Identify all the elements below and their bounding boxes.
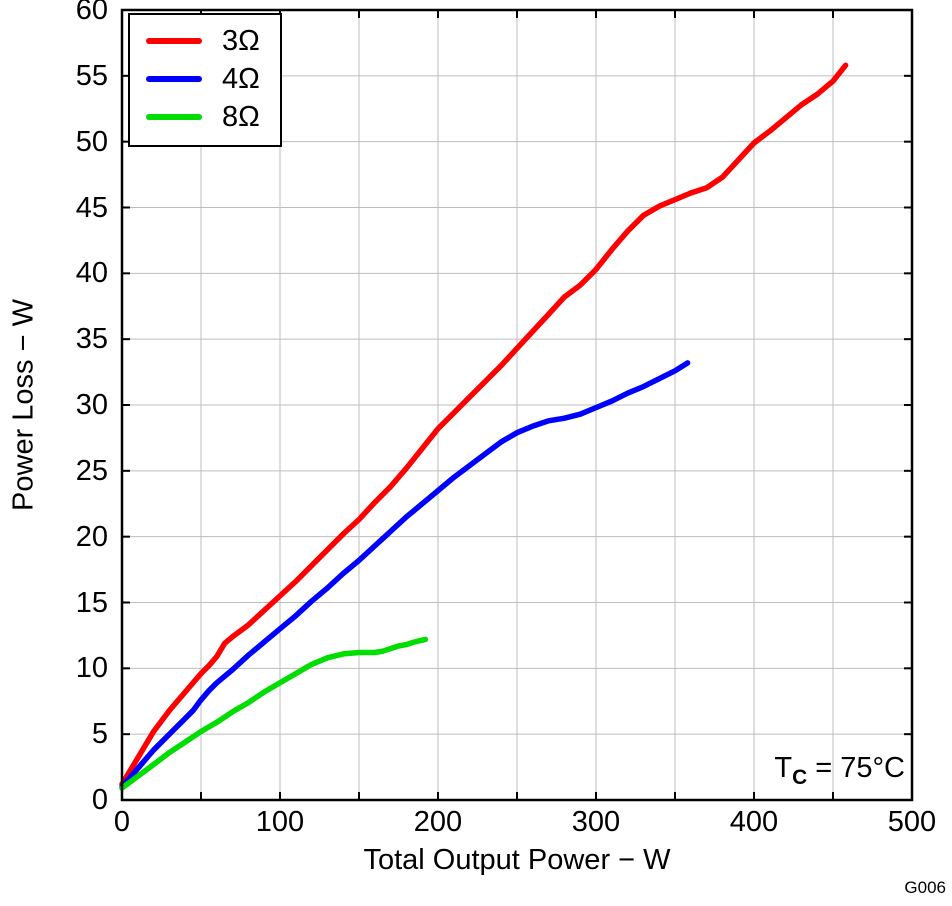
annotation-subscript: C (792, 765, 808, 789)
y-tick-label: 35 (75, 323, 108, 356)
condition-annotation: TC = 75°C (774, 752, 905, 790)
x-tick-label: 400 (729, 806, 779, 838)
legend-item: 8Ω (146, 101, 260, 133)
y-tick-label: 30 (75, 389, 108, 421)
y-tick-label: 60 (75, 0, 108, 26)
y-tick-label: 50 (75, 125, 108, 158)
legend-label: 4Ω (222, 63, 260, 95)
x-axis-title: Total Output Power − W (363, 844, 671, 876)
x-tick-label: 300 (571, 806, 621, 838)
y-tick-label: 40 (75, 257, 108, 290)
series-line-4Ω (119, 360, 691, 790)
x-tick-label: 500 (887, 806, 937, 838)
y-tick-label: 45 (75, 191, 108, 224)
legend-item: 3Ω (146, 25, 260, 57)
legend-swatch-blue (146, 76, 202, 82)
legend-label: 3Ω (222, 25, 260, 57)
series-line-3Ω (119, 62, 849, 787)
x-tick-label: 200 (413, 806, 463, 838)
y-tick-label: 5 (91, 718, 108, 751)
legend-swatch-green (146, 114, 202, 120)
legend-label: 8Ω (222, 101, 260, 133)
annotation-prefix: T (774, 752, 793, 784)
annotation-suffix: = 75°C (807, 752, 905, 784)
y-tick-label: 0 (91, 784, 108, 816)
y-tick-label: 10 (75, 652, 108, 685)
x-tick-label: 100 (255, 806, 305, 838)
series-line-8Ω (119, 636, 429, 791)
legend-item: 4Ω (146, 63, 260, 95)
plot-id-label: G006 (904, 878, 946, 897)
y-tick-label: 15 (75, 586, 108, 619)
legend: 3Ω 4Ω 8Ω (128, 13, 282, 147)
y-tick-label: 20 (75, 520, 108, 553)
plot-border (120, 8, 914, 802)
x-tick-label: 0 (113, 806, 131, 838)
legend-swatch-red (146, 38, 202, 44)
y-tick-label: 25 (75, 454, 108, 487)
y-tick-label: 55 (75, 59, 108, 92)
